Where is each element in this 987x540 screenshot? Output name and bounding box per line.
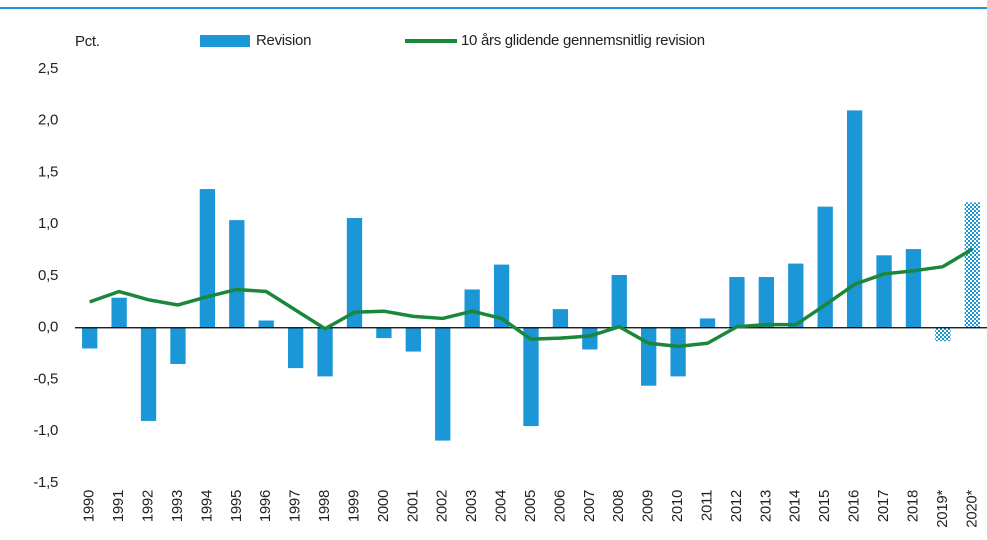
y-tick-label: 0,0 (38, 319, 58, 336)
y-tick-label: 2,0 (38, 112, 58, 129)
bar (405, 327, 421, 352)
bar (905, 249, 922, 328)
x-tick-label: 2010 (669, 490, 686, 522)
x-tick-label: 1999 (345, 490, 362, 522)
x-tick-label: 2000 (375, 490, 392, 522)
legend-label: 10 års glidende gennemsnitlig revision (461, 32, 705, 49)
x-tick-label: 1998 (316, 490, 333, 522)
bar (435, 327, 451, 441)
x-tick-label: 2018 (904, 490, 921, 522)
x-tick-label: 2007 (581, 490, 598, 522)
y-tick-label: -1,5 (33, 474, 58, 491)
x-tick-label: 2013 (757, 490, 774, 522)
bar (552, 309, 569, 328)
y-axis-label: Pct. (75, 33, 100, 50)
x-tick-label: 1993 (169, 490, 186, 522)
x-tick-label: 2015 (816, 490, 833, 522)
y-tick-label: 2,5 (38, 60, 58, 77)
line (89, 247, 974, 349)
x-tick-label: 2019* (934, 490, 951, 528)
x-tick-label: 2002 (434, 490, 451, 522)
x-tick-label: 1995 (228, 490, 245, 522)
x-tick-label: 2012 (728, 490, 745, 522)
bar (788, 263, 804, 328)
x-tick-label: 1990 (81, 490, 98, 522)
bar (493, 264, 510, 328)
x-tick-label: 2017 (875, 490, 892, 522)
x-tick-label: 2008 (610, 490, 627, 522)
x-tick-label: 2009 (640, 490, 657, 522)
bar (611, 274, 627, 328)
bar (229, 220, 245, 328)
bar (935, 327, 951, 342)
y-tick-label: 0,5 (38, 267, 58, 284)
bar (641, 327, 657, 386)
legend-swatch (200, 35, 250, 47)
bar (140, 327, 157, 421)
y-tick-label: -1,0 (33, 422, 58, 439)
bar (758, 277, 775, 328)
x-tick-label: 2004 (493, 490, 510, 522)
bar (82, 327, 98, 349)
bar (876, 255, 892, 328)
bar (846, 110, 863, 328)
x-tick-label: 2005 (522, 490, 539, 522)
bar (376, 327, 392, 339)
bar (523, 327, 539, 427)
bar (317, 327, 333, 377)
bar (111, 297, 127, 328)
bar (258, 320, 274, 328)
x-tick-label: 2006 (551, 490, 568, 522)
x-tick-label: 1997 (287, 490, 304, 522)
bar (817, 206, 833, 328)
bar (464, 289, 480, 328)
legend-label: Revision (256, 32, 311, 49)
bar (582, 327, 598, 350)
x-tick-label: 1991 (110, 490, 127, 522)
x-tick-label: 2003 (463, 490, 480, 522)
bar (699, 318, 716, 328)
x-tick-label: 2020* (963, 490, 980, 528)
x-tick-label: 2001 (404, 490, 421, 522)
x-tick-label: 1992 (140, 490, 157, 522)
y-tick-label: 1,0 (38, 215, 58, 232)
bar (199, 189, 216, 328)
x-tick-label: 1994 (198, 490, 215, 522)
y-tick-label: -0,5 (33, 370, 58, 387)
x-tick-label: 2016 (846, 490, 863, 522)
x-tick-label: 2011 (698, 490, 715, 521)
bar (670, 327, 686, 377)
bar (170, 327, 186, 364)
x-tick-label: 1996 (257, 490, 274, 522)
bar (964, 202, 980, 328)
y-tick-label: 1,5 (38, 163, 58, 180)
bar (287, 327, 304, 369)
bar (729, 277, 745, 328)
x-tick-label: 2014 (787, 490, 804, 522)
bar (346, 218, 363, 328)
